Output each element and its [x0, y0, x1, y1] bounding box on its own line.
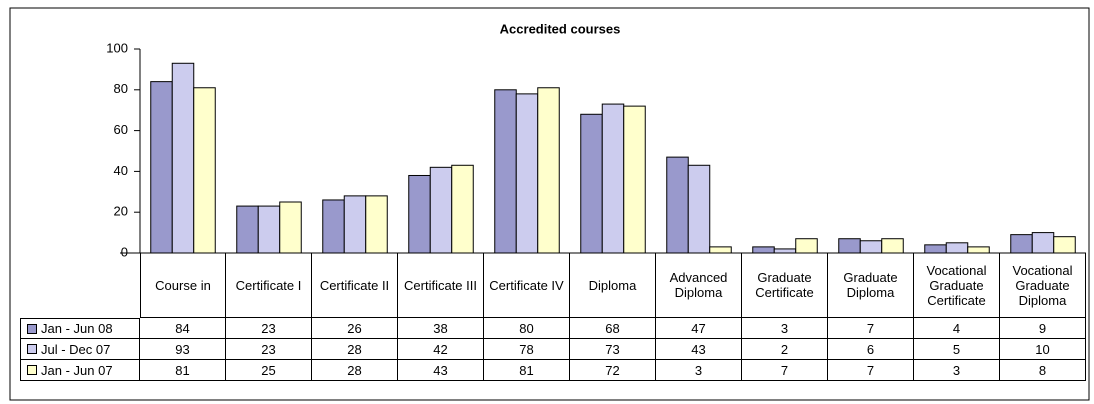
table-value: 23	[226, 339, 312, 360]
bar	[365, 195, 388, 254]
table-value: 28	[312, 339, 398, 360]
table-value: 68	[570, 318, 656, 339]
table-value: 43	[398, 360, 484, 381]
table-value: 8	[1000, 360, 1086, 381]
legend-key	[27, 365, 37, 375]
table-value: 10	[1000, 339, 1086, 360]
table-value: 9	[1000, 318, 1086, 339]
table-value: 81	[140, 360, 226, 381]
table-value: 42	[398, 339, 484, 360]
category-label: Certificate I	[226, 253, 312, 318]
bar	[257, 205, 281, 254]
bar	[150, 81, 173, 254]
category-label: Certificate IV	[484, 253, 570, 318]
table-value: 3	[914, 360, 1000, 381]
table-value: 3	[656, 360, 742, 381]
y-tick-label: 100	[106, 40, 128, 55]
table-value: 7	[828, 360, 914, 381]
table-value: 7	[828, 318, 914, 339]
bar	[408, 174, 431, 254]
bar	[945, 242, 969, 254]
category-label: Course in	[140, 253, 226, 318]
legend-entry: Jul - Dec 07	[20, 339, 140, 360]
category-label: Graduate Diploma	[828, 253, 914, 318]
legend-entry: Jan - Jun 07	[20, 360, 140, 381]
table-value: 3	[742, 318, 828, 339]
bar	[601, 103, 625, 254]
bar	[343, 195, 367, 254]
bar	[494, 89, 517, 254]
bar	[279, 201, 302, 254]
bar	[795, 238, 818, 254]
category-label: Graduate Certificate	[742, 253, 828, 318]
chart-border	[9, 7, 1090, 401]
table-value: 23	[226, 318, 312, 339]
bar	[623, 105, 646, 254]
bar	[924, 244, 947, 254]
bar	[881, 238, 904, 254]
y-tick-label: 80	[114, 81, 128, 96]
y-tick-label: 20	[114, 204, 128, 219]
legend-label: Jul - Dec 07	[41, 341, 111, 357]
bar	[171, 62, 195, 254]
bar	[859, 240, 883, 254]
table-value: 43	[656, 339, 742, 360]
table-value: 26	[312, 318, 398, 339]
table-value: 6	[828, 339, 914, 360]
y-tick-label: 60	[114, 122, 128, 137]
bar	[1010, 234, 1033, 254]
legend-key	[27, 344, 37, 354]
table-value: 7	[742, 360, 828, 381]
table-value: 93	[140, 339, 226, 360]
bar	[429, 166, 453, 254]
table-value: 72	[570, 360, 656, 381]
y-tick-label: 40	[114, 163, 128, 178]
bar	[322, 199, 345, 254]
bar	[687, 164, 711, 254]
bar	[666, 156, 689, 254]
bar	[1031, 232, 1055, 254]
table-value: 81	[484, 360, 570, 381]
y-tick-label: 0	[121, 244, 128, 259]
category-label: Diploma	[570, 253, 656, 318]
table-value: 38	[398, 318, 484, 339]
legend-key	[27, 323, 37, 334]
table-value: 78	[484, 339, 570, 360]
table-value: 5	[914, 339, 1000, 360]
category-label: Vocational Graduate Certificate	[914, 253, 1000, 318]
category-label: Certificate II	[312, 253, 398, 318]
category-label: Advanced Diploma	[656, 253, 742, 318]
bar	[838, 238, 861, 254]
bar	[451, 164, 474, 254]
bar	[580, 113, 603, 254]
category-label: Certificate III	[398, 253, 484, 318]
legend-entry: Jan - Jun 08	[20, 318, 140, 339]
table-value: 80	[484, 318, 570, 339]
chart-title: Accredited courses	[500, 21, 621, 36]
bar	[193, 87, 216, 254]
legend-label: Jan - Jun 07	[41, 362, 113, 378]
table-value: 2	[742, 339, 828, 360]
bar	[537, 87, 560, 254]
table-value: 4	[914, 318, 1000, 339]
table-value: 73	[570, 339, 656, 360]
category-label: Vocational Graduate Diploma	[1000, 253, 1086, 318]
bar	[515, 93, 539, 254]
legend-label: Jan - Jun 08	[41, 321, 113, 336]
bar	[236, 205, 259, 254]
table-value: 47	[656, 318, 742, 339]
table-value: 84	[140, 318, 226, 339]
bar	[1053, 236, 1076, 254]
table-value: 25	[226, 360, 312, 381]
table-value: 28	[312, 360, 398, 381]
